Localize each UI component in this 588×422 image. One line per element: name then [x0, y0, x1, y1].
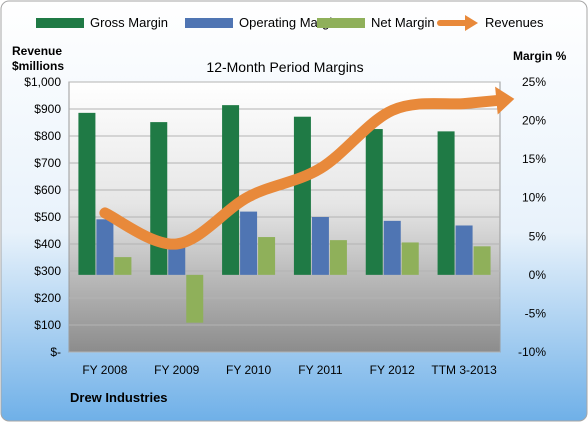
bar-gross-margin-fy-2009 [150, 122, 168, 275]
left-tick-label-7: $700 [34, 156, 61, 170]
left-axis-title-line2: $millions [12, 59, 64, 73]
bar-gross-margin-fy-2010 [222, 105, 240, 275]
left-tick-label-6: $600 [34, 183, 61, 197]
revenue-point-fy-2008 [103, 211, 106, 214]
bar-operating-margin-fy-2012 [383, 220, 401, 275]
left-tick-label-2: $200 [34, 291, 61, 305]
legend-label-gross-margin: Gross Margin [90, 15, 168, 30]
right-tick-label-1: -5% [525, 306, 547, 320]
left-axis-ticks: $- $100 $200 $300 $400 $500 $600 $700 $800 $900 $1… [24, 75, 61, 359]
right-tick-label-6: 20% [522, 114, 546, 128]
bar-gross-margin-fy-2011 [293, 116, 311, 275]
right-tick-label-4: 10% [522, 191, 546, 205]
left-tick-label-10: $1,000 [24, 75, 61, 89]
bars [78, 105, 491, 323]
legend-swatch-gross-margin [36, 18, 84, 28]
left-tick-label-8: $800 [34, 129, 61, 143]
left-tick-label-0: $- [50, 345, 61, 359]
legend-swatch-net-margin [317, 18, 365, 28]
right-tick-label-5: 15% [522, 152, 546, 166]
category-label-fy-2010: FY 2010 [226, 363, 271, 377]
right-tick-label-7: 25% [522, 75, 546, 89]
x-axis-ticks: FY 2008 FY 2009 FY 2010 FY 2011 FY 2012 TTM 3… [82, 363, 497, 377]
category-label-fy-2009: FY 2009 [154, 363, 199, 377]
right-tick-label-3: 5% [529, 229, 547, 243]
revenue-point-ttm-3-2013 [463, 102, 466, 105]
revenue-point-fy-2009 [175, 243, 178, 245]
left-tick-label-4: $400 [34, 237, 61, 251]
legend-swatch-operating-margin [185, 18, 233, 28]
bar-gross-margin-fy-2012 [365, 129, 383, 275]
legend-label-net-margin: Net Margin [371, 15, 435, 30]
bar-operating-margin-ttm-3-2013 [455, 225, 473, 275]
revenue-point-fy-2012 [391, 109, 394, 112]
bar-net-margin-fy-2008 [114, 257, 132, 275]
category-label-ttm-3-2013: TTM 3-2013 [431, 363, 497, 377]
bar-operating-margin-fy-2010 [240, 211, 258, 275]
bar-net-margin-fy-2010 [258, 237, 276, 275]
bar-net-margin-fy-2012 [401, 242, 419, 275]
bar-gross-margin-fy-2008 [78, 112, 96, 275]
bar-net-margin-ttm-3-2013 [473, 246, 491, 275]
bar-net-margin-fy-2011 [329, 240, 347, 275]
left-axis-title-line1: Revenue [12, 44, 62, 58]
category-label-fy-2008: FY 2008 [82, 363, 127, 377]
category-label-fy-2011: FY 2011 [298, 363, 343, 377]
revenue-line-arrowhead [495, 86, 515, 115]
bar-operating-margin-fy-2011 [311, 217, 329, 275]
revenue-point-fy-2011 [319, 167, 322, 170]
legend: Gross Margin Operating Margin Net Margin… [36, 15, 544, 31]
right-axis-ticks: -10% -5% 0% 5% 10% 15% 20% 25% [518, 75, 546, 359]
legend-label-revenues: Revenues [485, 15, 544, 30]
revenue-point-fy-2010 [247, 195, 250, 198]
legend-label-operating-margin: Operating Margin [239, 15, 339, 30]
revenue-line [99, 86, 515, 250]
category-label-fy-2012: FY 2012 [370, 363, 415, 377]
bar-gross-margin-ttm-3-2013 [437, 131, 455, 275]
left-tick-label-5: $500 [34, 210, 61, 224]
left-tick-label-9: $900 [34, 102, 61, 116]
left-tick-label-1: $100 [34, 318, 61, 332]
bar-operating-margin-fy-2008 [96, 219, 114, 275]
legend-arrowhead-revenues [465, 15, 478, 31]
right-tick-label-2: 0% [529, 268, 547, 282]
footer-company-name: Drew Industries [70, 390, 168, 405]
right-tick-label-0: -10% [518, 345, 546, 359]
left-tick-label-3: $300 [34, 264, 61, 278]
chart-title: 12-Month Period Margins [206, 59, 363, 75]
bar-net-margin-fy-2009 [186, 274, 204, 323]
gridlines [69, 81, 500, 353]
right-axis-title: Margin % [513, 49, 567, 63]
bar-operating-margin-fy-2009 [168, 242, 186, 275]
